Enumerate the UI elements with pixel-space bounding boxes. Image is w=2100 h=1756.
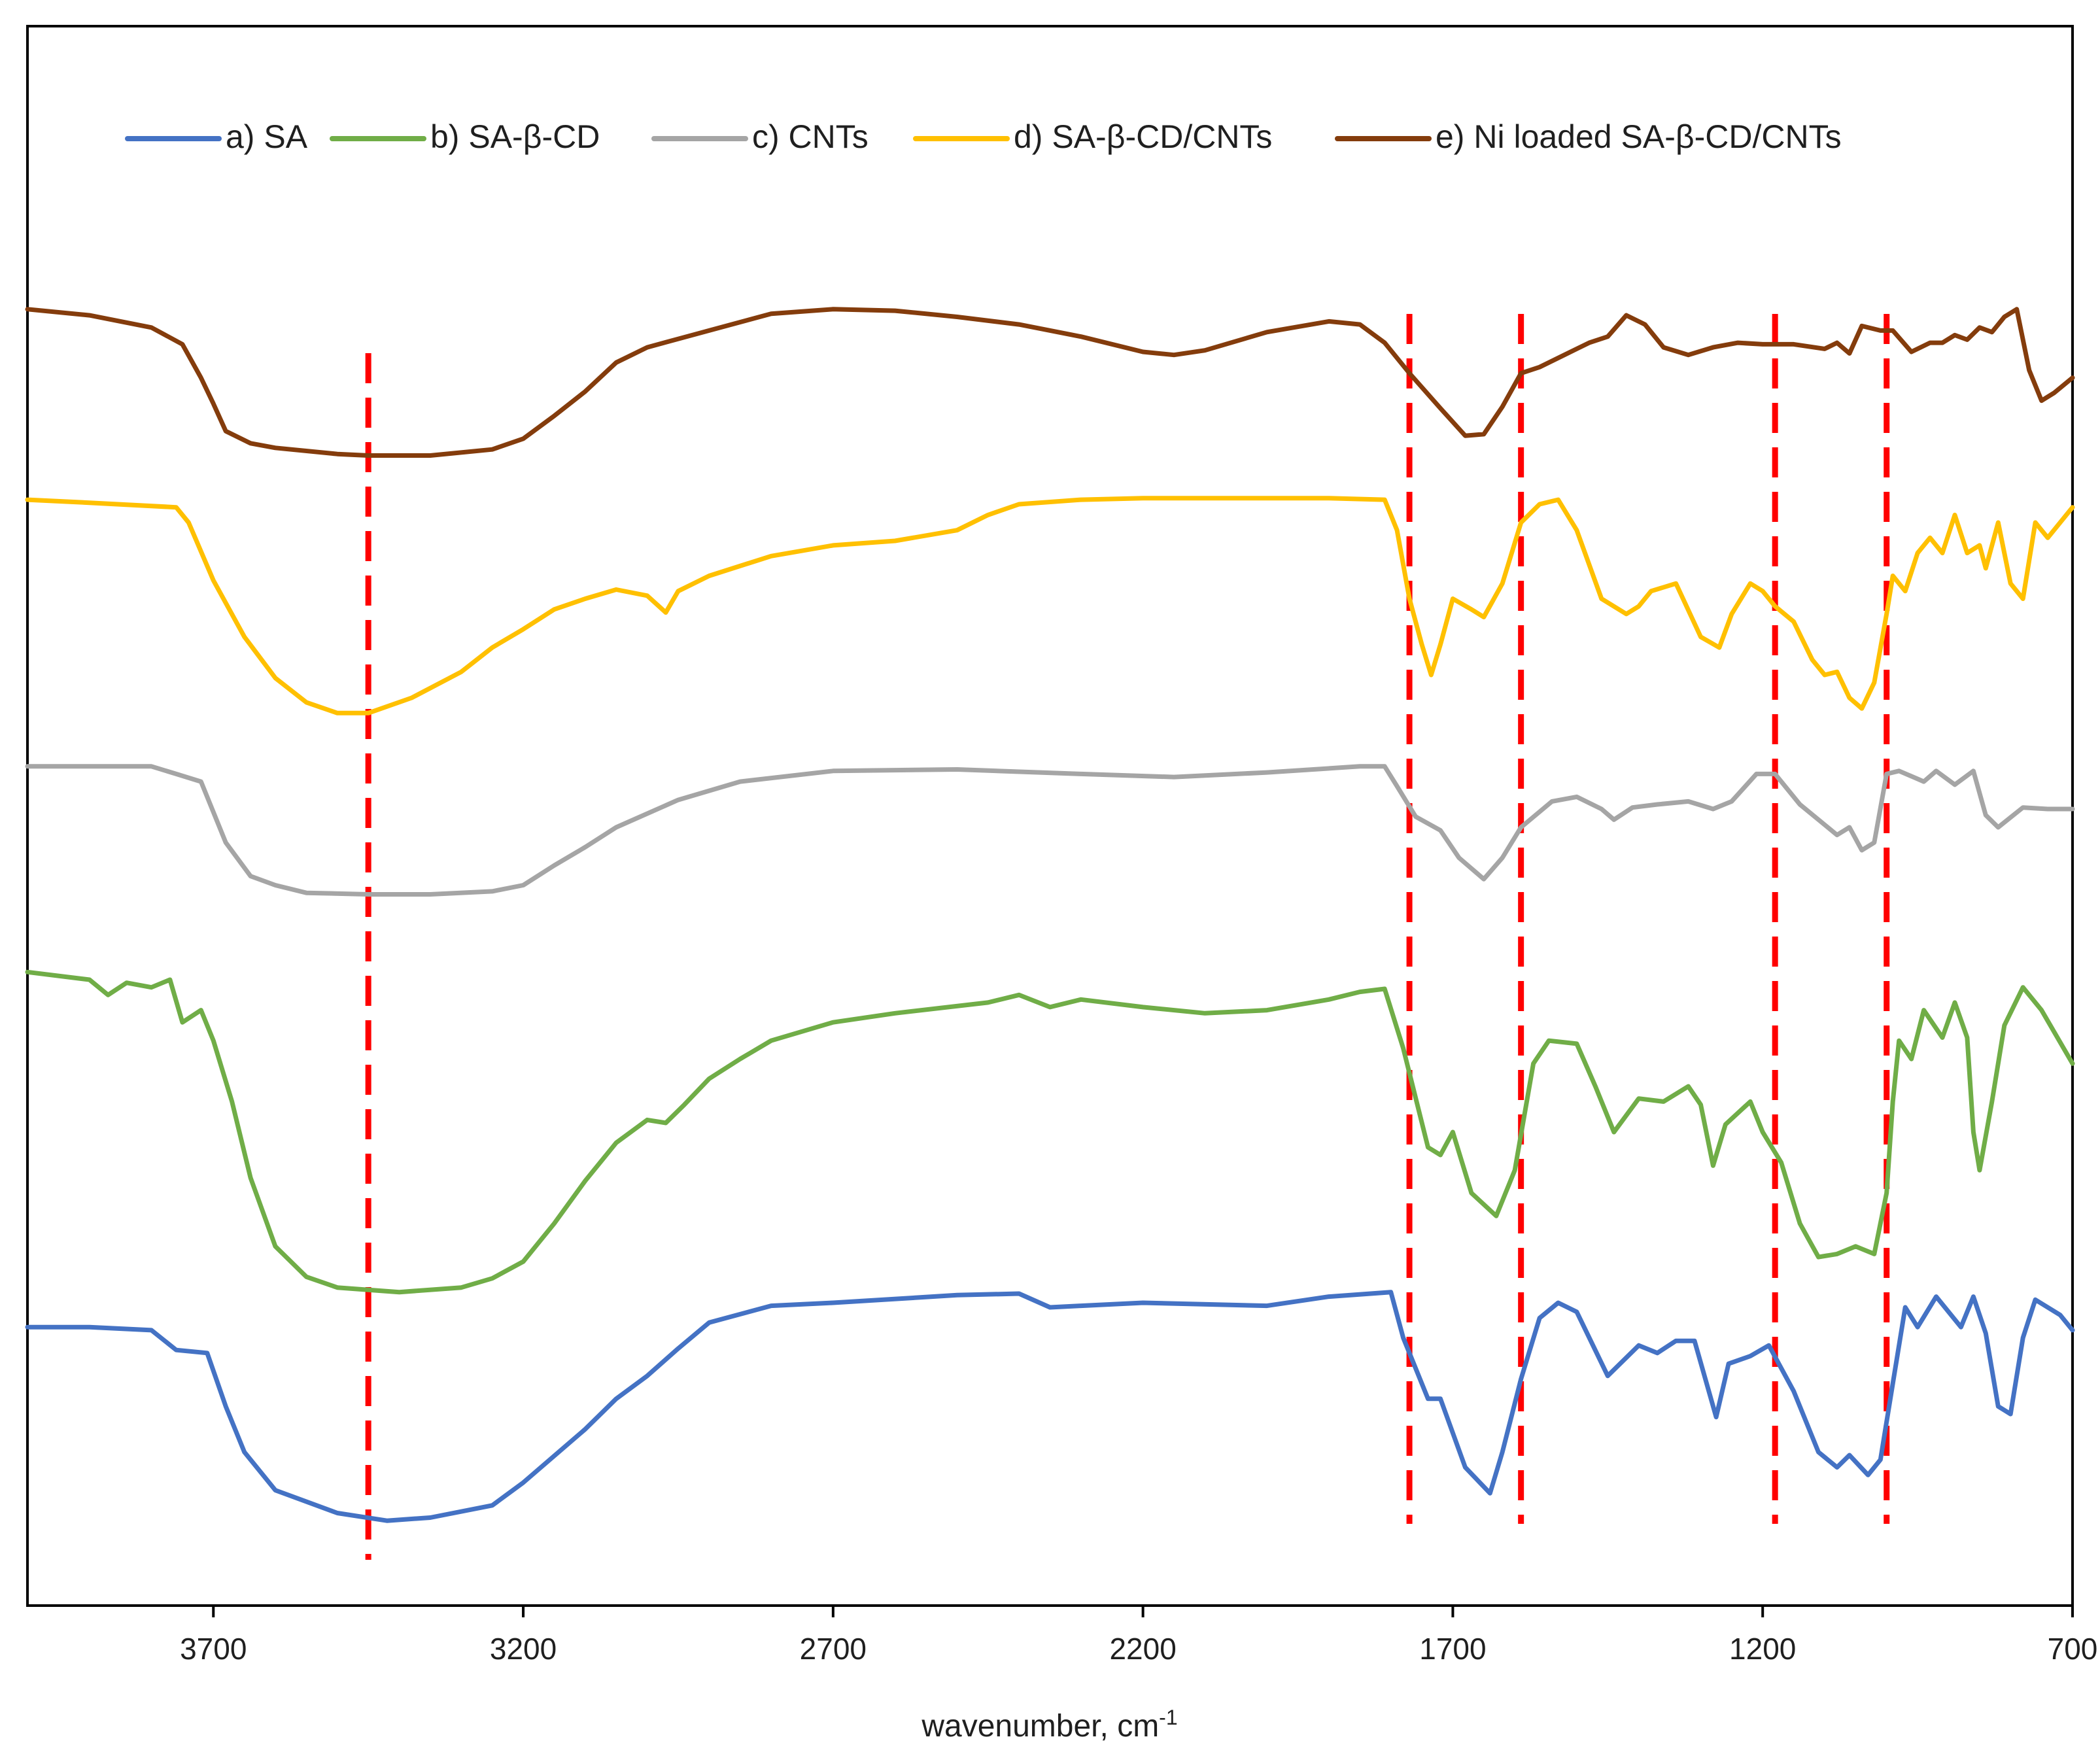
legend-label-a: a) SA <box>226 118 308 155</box>
series-lines <box>25 307 2075 1523</box>
series-line-d <box>25 496 2075 715</box>
legend-label-c: c) CNTs <box>752 118 869 155</box>
x-tick-label: 2200 <box>1109 1632 1176 1666</box>
x-tick-label: 2700 <box>800 1632 867 1666</box>
plot-frame <box>26 25 2074 1607</box>
x-tick-label: 1700 <box>1419 1632 1486 1666</box>
legend-label-e: e) Ni loaded SA-β-CD/CNTs <box>1436 118 1842 155</box>
x-tick-label: 700 <box>2048 1632 2098 1666</box>
series-line-b <box>25 969 2075 1295</box>
x-tick-label: 3200 <box>490 1632 557 1666</box>
series-line-a <box>25 1290 2075 1523</box>
series-line-c <box>25 764 2075 897</box>
x-axis-label: wavenumber, cm-1 <box>921 1706 1177 1744</box>
x-axis-label-text: wavenumber, cm <box>921 1709 1159 1744</box>
legend-label-b: b) SA-β-CD <box>430 118 600 155</box>
marker-lines <box>365 314 1890 1560</box>
series-line-e <box>25 307 2075 458</box>
x-axis-ticks: 3700 3200 2700 2200 1700 1200 700 <box>180 1606 2097 1666</box>
x-tick-label: 1200 <box>1729 1632 1796 1666</box>
x-tick-label: 3700 <box>180 1632 247 1666</box>
x-axis-label-superscript: -1 <box>1159 1706 1177 1729</box>
legend: a) SA b) SA-β-CD c) CNTs d) SA-β-CD/CNTs e) … <box>125 118 1842 155</box>
legend-label-d: d) SA-β-CD/CNTs <box>1014 118 1272 155</box>
